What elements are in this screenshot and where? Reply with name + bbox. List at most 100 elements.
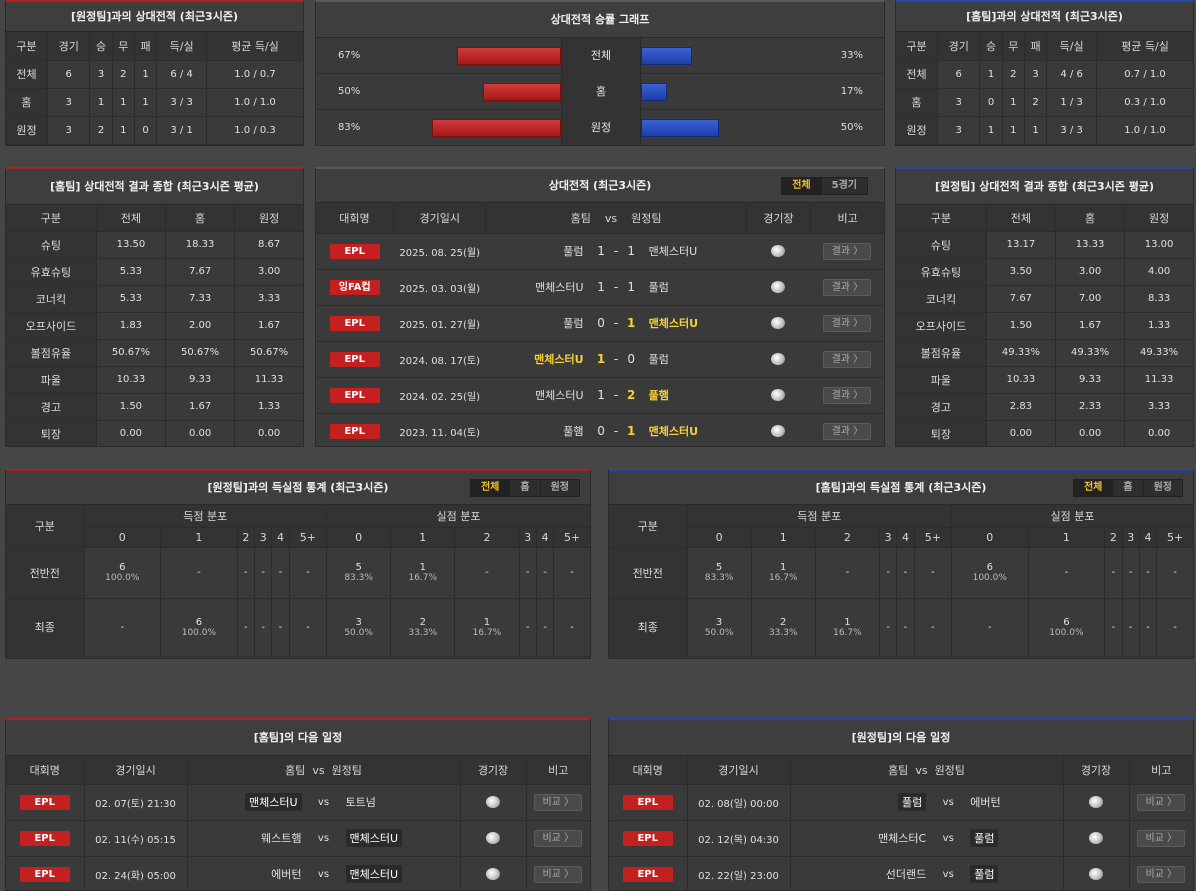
away-team[interactable]: 맨체스터U (638, 413, 747, 446)
col-note: 비고 (810, 203, 884, 234)
home-team[interactable]: 풀럼 (485, 305, 594, 342)
dist-count: - (543, 567, 547, 578)
graph-row: 83% 원정 50% (316, 110, 884, 145)
home-team[interactable]: 풀햄 (485, 413, 594, 446)
league-badge[interactable]: EPL (19, 866, 70, 882)
table-cell: 3.50 (986, 258, 1057, 286)
tab-away[interactable]: 원정 (1153, 482, 1172, 493)
tab-all[interactable]: 전체 (470, 480, 511, 496)
away-team[interactable]: 풀럼 (638, 269, 747, 306)
dist-count: - (1128, 567, 1133, 578)
table-cell: 1.50 (986, 312, 1057, 340)
home-team[interactable]: 맨체스터U (485, 377, 594, 414)
dist-count: - (1173, 567, 1177, 578)
home-team[interactable]: 풀럼 (897, 793, 927, 811)
stadium-icon[interactable] (486, 868, 500, 880)
compare-button[interactable]: 비교 〉 (1137, 793, 1186, 811)
home-team[interactable]: 맨체스터C (878, 832, 927, 845)
result-button[interactable]: 결과 〉 (823, 422, 872, 440)
league-badge[interactable]: EPL (622, 830, 673, 846)
bucket-header: 5+ (1156, 527, 1193, 548)
home-team[interactable]: 에버턴 (271, 868, 302, 881)
tab-all[interactable]: 전체 (1073, 480, 1114, 496)
home-summary-table: 구분 전체 홈 원정 슈팅 13.50 18.33 8.67 유효슈팅 5.33 7.67 3.00 코… (6, 205, 303, 446)
away-team[interactable]: 맨체스터U (345, 865, 403, 883)
tab-home[interactable]: 홈 (1113, 480, 1144, 496)
dist-cell: - (951, 598, 1029, 657)
stadium-icon[interactable] (771, 353, 786, 365)
home-team[interactable]: 선더랜드 (885, 868, 927, 881)
dist-cell: - (237, 598, 256, 657)
stadium-icon[interactable] (486, 796, 500, 808)
away-team[interactable]: 토트넘 (345, 796, 376, 809)
col-teams: 홈팀 vs 원정팀 (485, 203, 747, 234)
league-badge[interactable]: EPL (622, 794, 673, 810)
vs-label: vs (938, 784, 959, 821)
dist-count: - (886, 621, 890, 633)
table-row: 퇴장 0.00 0.00 0.00 (6, 420, 303, 446)
home-team[interactable]: 맨체스터U (485, 341, 594, 378)
stadium-icon[interactable] (771, 281, 786, 293)
result-button[interactable]: 결과 〉 (823, 242, 872, 260)
result-button[interactable]: 결과 〉 (823, 350, 872, 368)
schedule-row: EPL 02. 22(일) 23:00 선더랜드 vs 풀럼 비교 〉 (609, 856, 1193, 890)
compare-button[interactable]: 비교 〉 (534, 829, 583, 847)
league-badge[interactable]: EPL (19, 794, 70, 810)
stadium-icon[interactable] (771, 425, 786, 437)
compare-button[interactable]: 비교 〉 (1137, 829, 1186, 847)
table-cell: 13.17 (986, 231, 1057, 259)
tab-home[interactable]: 홈 (510, 480, 541, 496)
dist-pct: 16.7% (833, 627, 862, 638)
home-team[interactable]: 맨체스터U (485, 269, 594, 306)
table-cell: 3 (47, 116, 91, 145)
away-team-cell: 에버턴 (958, 784, 1064, 821)
result-button[interactable]: 결과 〉 (823, 278, 872, 296)
home-score: 1 (593, 377, 609, 414)
tab-away[interactable]: 원정 (550, 482, 569, 493)
table-cell: 6 / 4 (156, 60, 208, 89)
home-team[interactable]: 풀럼 (485, 233, 594, 270)
note-cell: 결과 〉 (810, 377, 884, 414)
league-badge[interactable]: EPL (329, 351, 380, 367)
result-button[interactable]: 결과 〉 (823, 314, 872, 332)
away-team[interactable]: 맨체스터U (345, 829, 403, 847)
result-button[interactable]: 결과 〉 (823, 386, 872, 404)
away-team[interactable]: 맨체스터U (638, 233, 747, 270)
stadium-icon[interactable] (1089, 868, 1103, 880)
league-badge[interactable]: EPL (329, 243, 380, 259)
away-team[interactable]: 맨체스터U (638, 305, 747, 342)
away-team[interactable]: 에버턴 (970, 796, 1001, 809)
stadium-icon[interactable] (771, 245, 786, 257)
dist-cell: 5 83.3% (326, 547, 392, 599)
tab-5games[interactable]: 5경기 (831, 180, 857, 191)
compare-button[interactable]: 비교 〉 (534, 793, 583, 811)
away-team[interactable]: 풀럼 (638, 341, 747, 378)
league-badge[interactable]: EPL (329, 315, 380, 331)
away-team[interactable]: 풀햄 (638, 377, 747, 414)
graph-row: 50% 홈 17% (316, 74, 884, 110)
home-team[interactable]: 웨스트햄 (261, 832, 302, 845)
table-row: 슈팅 13.17 13.33 13.00 (896, 231, 1193, 259)
compare-button[interactable]: 비교 〉 (534, 865, 583, 883)
stadium-icon[interactable] (1089, 796, 1103, 808)
league-badge[interactable]: EPL (329, 423, 380, 439)
scored-header: 득점 분포 (84, 505, 328, 528)
league-badge[interactable]: EPL (622, 866, 673, 882)
compare-button[interactable]: 비교 〉 (1137, 865, 1186, 883)
league-badge[interactable]: EPL (19, 830, 70, 846)
graph-label: 전체 (561, 38, 641, 74)
venue-cell (746, 269, 811, 306)
away-team[interactable]: 풀럼 (970, 829, 999, 847)
tab-all[interactable]: 전체 (782, 178, 822, 194)
stadium-icon[interactable] (1089, 832, 1103, 844)
league-badge[interactable]: EPL (329, 387, 380, 403)
away-team[interactable]: 풀럼 (970, 865, 999, 883)
league-badge[interactable]: 잉FA컵 (329, 279, 380, 295)
note-cell: 결과 〉 (810, 341, 884, 378)
stadium-icon[interactable] (771, 317, 786, 329)
home-team[interactable]: 맨체스터U (244, 793, 302, 811)
stadium-icon[interactable] (771, 389, 786, 401)
dist-count: - (931, 621, 935, 633)
stadium-icon[interactable] (486, 832, 500, 844)
col-header: 승 (89, 32, 113, 61)
